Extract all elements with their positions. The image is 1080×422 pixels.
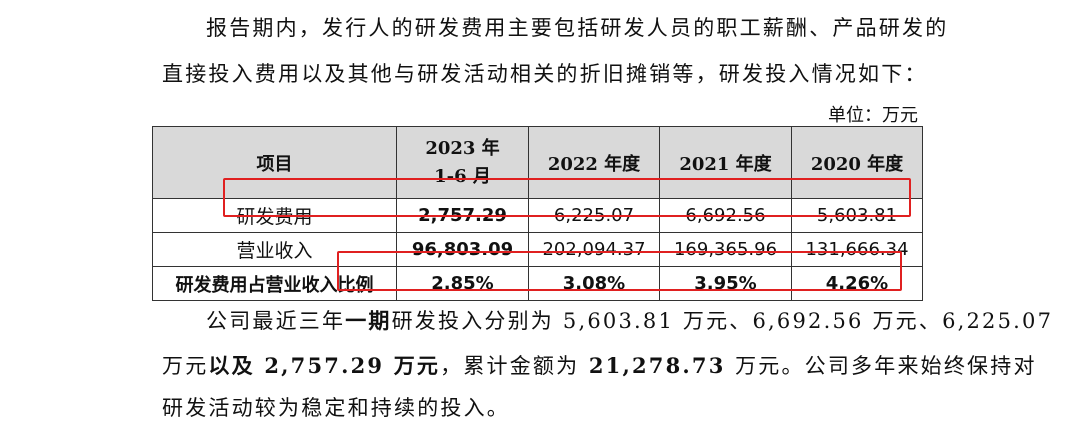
cell-value: 2,757.29 [396, 198, 529, 233]
header-2023h1-text: 2023 年 1-6 月 [425, 137, 500, 187]
header-item: 项目 [152, 126, 397, 199]
header-2022: 2022 年度 [528, 126, 660, 199]
cell-value: 4.26% [791, 266, 923, 301]
unit-label: 单位：万元 [828, 105, 918, 126]
summary-line-1: 公司最近三年一期研发投入分别为 5,603.81 万元、6,692.56 万元、… [206, 305, 1053, 335]
summary-bold-text: 以及 2,757.29 万元 [208, 353, 441, 378]
cell-value: 3.08% [528, 266, 660, 301]
row-label-rd-expense: 研发费用 [152, 198, 397, 233]
intro-line-1: 报告期内，发行人的研发费用主要包括研发人员的职工薪酬、产品研发的 [206, 16, 949, 40]
summary-line-3: 研发活动较为稳定和持续的投入。 [162, 396, 510, 420]
summary-text: 研发投入分别为 5,603.81 万元、6,692.56 万元、6,225.07 [391, 309, 1054, 333]
table-row: 研发费用 2,757.29 6,225.07 6,692.56 5,603.81 [152, 198, 923, 233]
summary-text: 万元 [162, 354, 209, 378]
cell-value: 96,803.09 [396, 232, 529, 267]
header-2020: 2020 年度 [791, 126, 923, 199]
summary-text: 公司最近三年 [206, 309, 346, 333]
table-row: 营业收入 96,803.09 202,094.37 169,365.96 131… [152, 232, 923, 267]
row-label-revenue: 营业收入 [152, 232, 397, 267]
cell-value: 169,365.96 [659, 232, 792, 267]
header-2021: 2021 年度 [659, 126, 792, 199]
table-header-row: 项目 2023 年 1-6 月 2022 年度 2021 年度 2020 年度 [152, 126, 923, 199]
rd-expense-table: 项目 2023 年 1-6 月 2022 年度 2021 年度 2020 年度 … [152, 126, 923, 301]
intro-line-2: 直接投入费用以及其他与研发活动相关的折旧摊销等，研发投入情况如下： [162, 62, 928, 86]
header-2023h1: 2023 年 1-6 月 [396, 126, 529, 199]
cell-value: 6,225.07 [528, 198, 660, 233]
cell-value: 202,094.37 [528, 232, 660, 267]
summary-line-2: 万元以及 2,757.29 万元，累计金额为 21,278.73 万元。公司多年… [162, 350, 1037, 380]
row-label-rd-ratio: 研发费用占营业收入比例 [152, 266, 397, 301]
cell-value: 131,666.34 [791, 232, 923, 267]
summary-bold-text: 一期 [345, 308, 392, 333]
cell-value: 3.95% [659, 266, 792, 301]
cell-value: 2.85% [396, 266, 529, 301]
summary-bold-text: 21,278.73 [579, 353, 736, 378]
cell-value: 5,603.81 [791, 198, 923, 233]
cell-value: 6,692.56 [659, 198, 792, 233]
summary-text: 万元。公司多年来始终保持对 [735, 354, 1037, 378]
table-row: 研发费用占营业收入比例 2.85% 3.08% 3.95% 4.26% [152, 266, 923, 301]
summary-text: ，累计金额为 [440, 354, 580, 378]
